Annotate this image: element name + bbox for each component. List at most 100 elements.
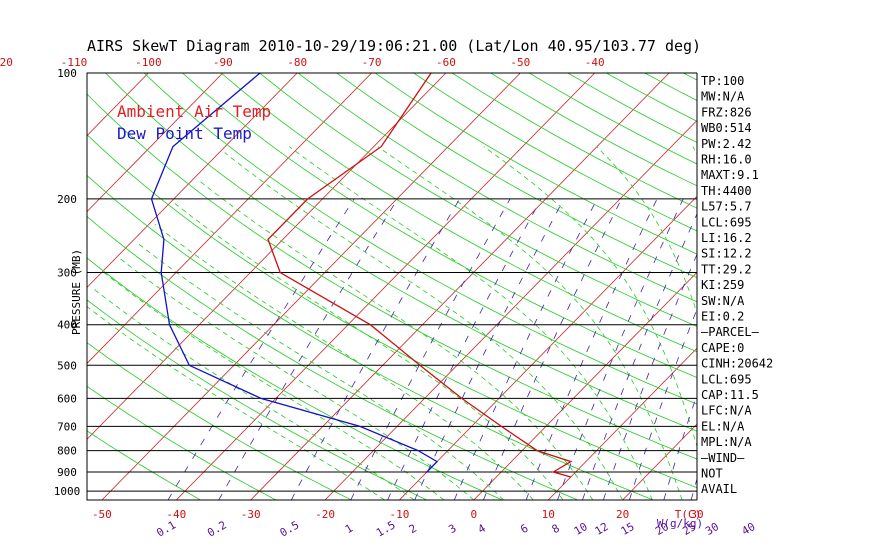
- mixing-ratio-line: [582, 213, 697, 500]
- pressure-tick-label: 1000: [54, 485, 81, 498]
- dry-adiabat-line: [87, 134, 697, 489]
- stat-item: L57:5.7: [701, 200, 752, 214]
- bottom-temp-tick-label: -20: [315, 508, 335, 521]
- isotherm-line: [87, 73, 372, 364]
- isotherm-line: [771, 73, 870, 500]
- mixing-ratio-tick-label: 0.1: [154, 518, 178, 539]
- mixing-ratio-axis-label: W(g/kg): [657, 517, 703, 530]
- mixing-ratio-line: [663, 393, 697, 500]
- dry-adiabat-line: [87, 93, 697, 460]
- dry-adiabat-line: [644, 73, 697, 101]
- plot-frame: [86, 72, 697, 501]
- isotherm-line: [87, 73, 224, 213]
- isotherm-line: [846, 73, 870, 500]
- stat-item: TT:29.2: [701, 262, 752, 276]
- stat-item: TP:100: [701, 74, 744, 88]
- dry-adiabat-line: [374, 73, 697, 255]
- stat-item: CINH:20642: [701, 357, 773, 371]
- stat-item: CAP:11.5: [701, 388, 759, 402]
- dry-adiabat-line: [182, 73, 697, 379]
- dry-adiabat-line: [220, 73, 697, 353]
- dry-adiabat-line: [297, 73, 697, 303]
- dry-adiabat-line: [87, 257, 503, 500]
- stat-item: CAPE:0: [701, 341, 744, 355]
- bottom-temp-tick-label: -10: [390, 508, 410, 521]
- isotherm-line: [0, 73, 74, 500]
- dry-adiabat-line: [87, 385, 277, 500]
- mixing-ratio-tick-label: 10: [572, 520, 590, 538]
- stat-item: WB0:514: [701, 121, 752, 135]
- dry-adiabat-line: [87, 342, 352, 500]
- pressure-tick-label: 400: [57, 319, 77, 332]
- stat-item: LFC:N/A: [701, 404, 752, 418]
- mixing-ratio-tick-label: 8: [550, 522, 562, 537]
- mixing-ratio-tick-label: 1: [343, 522, 355, 537]
- top-temp-tick-label: -90: [213, 56, 233, 69]
- bottom-temp-tick-label: -30: [241, 508, 261, 521]
- stat-item: TH:4400: [701, 184, 752, 198]
- dry-adiabat-line: [259, 73, 697, 327]
- moist-adiabat-line: [174, 203, 564, 500]
- bottom-temp-tick-label: 20: [616, 508, 629, 521]
- mixing-ratio-tick-label: 4: [476, 521, 489, 536]
- moist-adiabat-line: [137, 242, 504, 500]
- isotherm-line: [101, 73, 521, 500]
- moist-adiabat-line: [224, 152, 623, 500]
- pressure-tick-label: 300: [57, 267, 77, 280]
- pressure-tick-label: 500: [57, 359, 77, 372]
- bottom-temp-tick-label: -50: [92, 508, 112, 521]
- dry-adiabat-line: [87, 430, 201, 500]
- stat-item: PW:2.42: [701, 137, 752, 151]
- stat-item: —WIND—: [701, 451, 745, 465]
- mixing-ratio-tick-label: 40: [740, 520, 758, 538]
- chart-title: AIRS SkewT Diagram 2010-10-29/19:06:21.0…: [87, 37, 701, 55]
- dry-adiabat-line: [87, 174, 654, 500]
- stat-item: —PARCEL—: [701, 325, 760, 339]
- dry-adiabat-line: [87, 215, 578, 500]
- mixing-ratio-line: [387, 198, 542, 500]
- isotherm-line: [324, 119, 697, 500]
- bottom-temp-tick-label: 10: [542, 508, 555, 521]
- mixing-ratio-line: [453, 198, 598, 500]
- mixing-ratio-line: [290, 198, 460, 500]
- dry-adiabat-line: [336, 73, 697, 279]
- moist-adiabat-line: [154, 223, 534, 500]
- mixing-ratio-line: [750, 199, 841, 500]
- stat-item: AVAIL: [701, 482, 737, 496]
- mixing-ratio-tick-label: 12: [593, 520, 611, 538]
- top-temp-tick-label: -120: [0, 56, 13, 69]
- mixing-ratio-tick-label: 3: [446, 522, 458, 537]
- stat-item: MW:N/A: [701, 90, 745, 104]
- mixing-ratio-tick-label: 0.2: [205, 518, 229, 539]
- bottom-temp-tick-label: 30: [690, 508, 703, 521]
- top-temp-tick-label: -100: [135, 56, 162, 69]
- top-temp-tick-label: -40: [585, 56, 605, 69]
- pressure-tick-label: 800: [57, 445, 77, 458]
- stat-item: LCL:695: [701, 372, 752, 386]
- moist-adiabat-line: [197, 179, 594, 500]
- legend-dew-point-temp: Dew Point Temp: [117, 124, 252, 143]
- isotherm-line: [473, 271, 697, 500]
- mixing-ratio-line: [167, 198, 355, 500]
- mixing-ratio-line: [414, 198, 565, 500]
- moist-adiabat-line: [91, 286, 415, 500]
- mixing-ratio-tick-label: 2: [407, 522, 419, 537]
- mixing-ratio-line: [483, 198, 622, 500]
- moist-adiabat-line: [103, 272, 445, 500]
- mixing-ratio-tick-label: 1.5: [374, 518, 398, 539]
- mixing-ratio-line: [629, 308, 697, 500]
- ambient-air-temp-line: [267, 73, 573, 478]
- mixing-ratio-line: [218, 198, 399, 500]
- isotherm-line: [176, 73, 595, 500]
- stat-item: EI:0.2: [701, 310, 744, 324]
- stat-item: MAXT:9.1: [701, 168, 759, 182]
- mixing-ratio-line: [525, 198, 658, 500]
- isotherm-line: [87, 73, 298, 289]
- stat-item: LCL:695: [701, 215, 752, 229]
- top-temp-tick-label: -70: [362, 56, 382, 69]
- mixing-ratio-tick-label: 30: [703, 520, 721, 538]
- dry-adiabat-line: [143, 73, 697, 405]
- dry-adiabat-line: [105, 73, 697, 432]
- isotherm-line: [87, 73, 447, 440]
